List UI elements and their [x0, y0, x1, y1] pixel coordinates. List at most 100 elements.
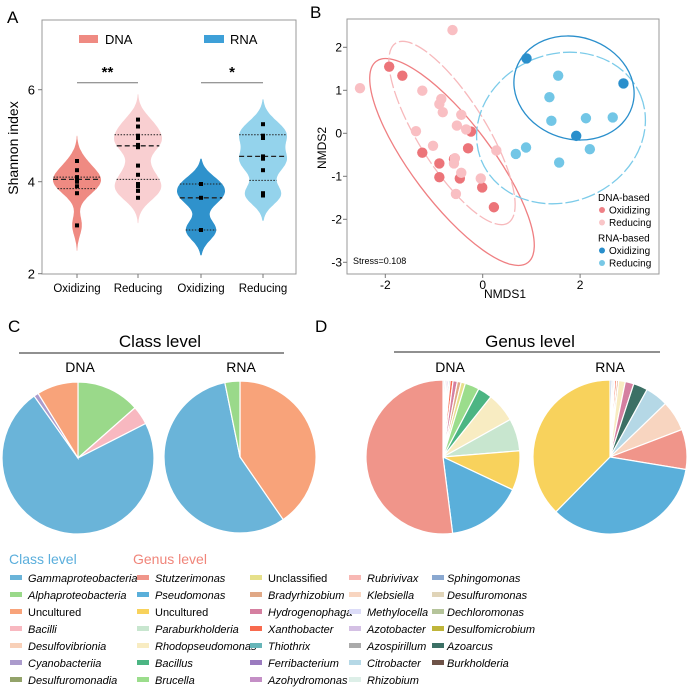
legend-swatch: [349, 677, 361, 682]
legend-swatch: [349, 575, 361, 580]
data-point: [261, 122, 265, 127]
legend-swatch-rna: [204, 35, 224, 43]
panel-label-a: A: [7, 8, 19, 27]
legend-swatch: [137, 609, 149, 614]
legend-dot: [599, 260, 605, 266]
data-point: [136, 195, 140, 200]
legend-swatch: [10, 609, 22, 614]
legend-item-label: Rhizobium: [367, 675, 419, 687]
legend-item-label: Gammaproteobacteria: [28, 573, 137, 585]
legend-swatch: [137, 643, 149, 648]
legend-item-label: Pseudomonas: [155, 590, 226, 602]
legend-swatch: [10, 677, 22, 682]
legend-item-label: Reducing: [609, 218, 651, 229]
point-rna-reducing: [510, 148, 522, 160]
plot-frame: [346, 18, 660, 275]
class-legend-title: Class level: [9, 551, 77, 567]
legend-item-label: Brucella: [155, 675, 195, 687]
legend-item-label: Xanthobacter: [267, 624, 335, 636]
data-point: [75, 191, 79, 196]
pie-label: RNA: [226, 359, 256, 375]
point-dna-oxidizing: [417, 147, 428, 158]
point-dna-reducing: [460, 124, 472, 135]
data-point: [75, 184, 79, 189]
legend-item-label: Thiothrix: [268, 641, 311, 653]
pie-slice-stutzerimonas: [365, 379, 454, 535]
point-rna-reducing: [580, 113, 592, 124]
legend-item-label: Burkholderia: [447, 658, 509, 670]
stress-annotation: Stress=0.108: [353, 256, 406, 266]
legend-group-title: DNA-based: [598, 193, 650, 204]
data-point: [136, 133, 140, 138]
point-dna-reducing: [447, 24, 458, 36]
legend-swatch: [432, 609, 444, 614]
data-point: [75, 223, 79, 228]
legend-item-label: Desulfomicrobium: [447, 624, 535, 636]
point-dna-reducing: [417, 85, 428, 96]
legend-item-label: Citrobacter: [367, 658, 422, 670]
data-point: [261, 168, 265, 173]
legend-swatch: [10, 592, 22, 597]
legend-item-label: Methylocella: [367, 607, 428, 619]
pie-slice-gammaproteobacteria: [1, 395, 155, 535]
y-axis-label: NMDS2: [315, 127, 329, 169]
legend-label-dna: DNA: [105, 32, 133, 47]
y-tick-label: 4: [28, 175, 35, 190]
y-tick-label: -1: [331, 169, 342, 183]
legend-item-label: Uncultured: [155, 607, 208, 619]
data-point: [261, 156, 265, 161]
data-point: [261, 193, 265, 198]
point-rna-reducing: [552, 70, 564, 81]
point-rna-reducing: [546, 115, 557, 127]
data-point: [199, 228, 203, 232]
point-rna-oxidizing: [618, 78, 629, 89]
legend-swatch: [137, 660, 149, 665]
pie-label: DNA: [65, 359, 95, 375]
pie-slice-alphaproteobacteria: [77, 381, 136, 460]
legend-item-label: Oxidizing: [609, 246, 650, 257]
y-tick-label: 0: [335, 126, 342, 140]
point-rna-reducing: [520, 142, 532, 153]
data-point: [199, 182, 203, 186]
legend-item-label: Alphaproteobacteria: [27, 590, 126, 602]
taxa-legend: Class level Genus level Gammaproteobacteri…: [9, 551, 535, 687]
x-tick-label: 0: [479, 278, 486, 292]
panel-label-d: D: [315, 317, 327, 336]
ellipse-rna-reducing: [475, 51, 647, 205]
y-axis-label: Shannon index: [5, 101, 21, 194]
legend-item-label: Bradyrhizobium: [268, 590, 344, 602]
x-tick-label: 2: [577, 278, 584, 292]
point-rna-reducing: [584, 144, 596, 155]
x-tick-label: Reducing: [114, 283, 163, 295]
legend-dot: [599, 219, 605, 226]
legend-item-label: Bacillus: [155, 658, 193, 670]
violin-plot: Shannon index DNA RNA 2 4 6 Oxidizing Reduci…: [5, 19, 297, 295]
legend-swatch: [10, 626, 22, 631]
y-tick-label: -2: [331, 212, 342, 226]
point-dna-oxidizing: [488, 202, 500, 213]
legend-item-label: Azohydromonas: [267, 675, 348, 687]
legend-item-label: Paraburkholderia: [155, 624, 239, 636]
y-tick-label: -3: [331, 255, 342, 269]
point-dna-oxidizing: [462, 143, 474, 154]
ellipse-dna-reducing: [388, 40, 516, 226]
legend-swatch: [349, 609, 361, 614]
legend-item-label: Desulfuromonas: [447, 590, 528, 602]
legend-item-label: Rhodopseudomonas: [155, 641, 257, 653]
data-point: [136, 145, 140, 150]
legend-swatch: [137, 677, 149, 682]
ellipse-dna-oxidizing: [369, 57, 535, 267]
legend-item-label: Bacilli: [28, 624, 57, 636]
x-tick-label: Oxidizing: [177, 283, 224, 295]
legend-swatch: [432, 643, 444, 648]
legend-swatch: [432, 575, 444, 580]
legend-swatch: [10, 643, 22, 648]
legend-item-label: Hydrogenophaga: [268, 607, 352, 619]
point-rna-reducing: [544, 91, 555, 103]
point-rna-reducing: [607, 112, 618, 123]
legend-item-label: Azoarcus: [446, 641, 493, 653]
panel-label-c: C: [8, 317, 20, 336]
point-dna-reducing: [427, 140, 439, 151]
nmds-plot: NMDS2 NMDS1 Stress=0.108 -2 0 2 2 1 0 -1 -2 -3 DN…: [315, 18, 660, 301]
